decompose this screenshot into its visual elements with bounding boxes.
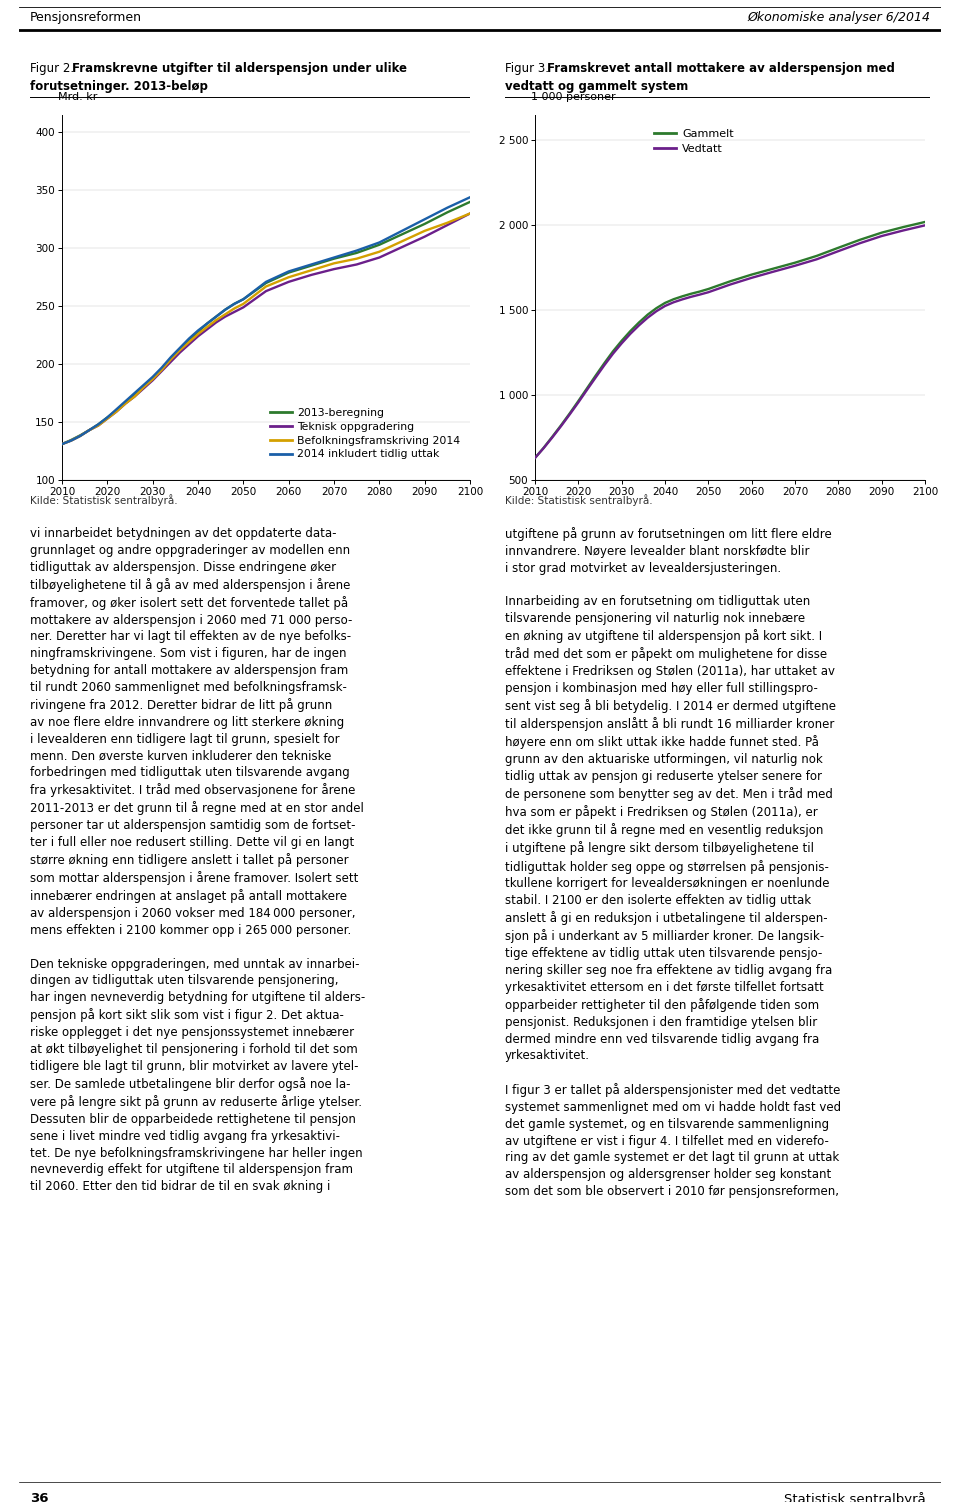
Text: Statistisk sentralbyrå.: Statistisk sentralbyrå. <box>784 1491 930 1502</box>
Text: Økonomiske analyser 6/2014: Økonomiske analyser 6/2014 <box>747 12 930 24</box>
Legend: Gammelt, Vedtatt: Gammelt, Vedtatt <box>650 125 738 158</box>
Text: vedtatt og gammelt system: vedtatt og gammelt system <box>505 80 688 93</box>
Text: utgiftene på grunn av forutsetningen om litt flere eldre
innvandrere. Nøyere lev: utgiftene på grunn av forutsetningen om … <box>505 527 841 1199</box>
Text: vi innarbeidet betydningen av det oppdaterte data-
grunnlaget og andre oppgrader: vi innarbeidet betydningen av det oppdat… <box>30 527 365 1193</box>
Text: forutsetninger. 2013-beløp: forutsetninger. 2013-beløp <box>30 80 208 93</box>
Text: Pensjonsreformen: Pensjonsreformen <box>30 12 142 24</box>
Text: Figur 2.: Figur 2. <box>30 62 78 75</box>
Text: 36: 36 <box>30 1491 49 1502</box>
Text: Framskrevne utgifter til alderspensjon under ulike: Framskrevne utgifter til alderspensjon u… <box>72 62 407 75</box>
Text: Mrd. kr: Mrd. kr <box>58 92 97 102</box>
Text: 1 000 personer: 1 000 personer <box>531 92 615 102</box>
Text: Figur 3.: Figur 3. <box>505 62 553 75</box>
Text: Kilde: Statistisk sentralbyrå.: Kilde: Statistisk sentralbyrå. <box>30 494 178 506</box>
Legend: 2013-beregning, Teknisk oppgradering, Befolkningsframskriving 2014, 2014 inklude: 2013-beregning, Teknisk oppgradering, Be… <box>266 404 465 464</box>
Text: Kilde: Statistisk sentralbyrå.: Kilde: Statistisk sentralbyrå. <box>505 494 653 506</box>
Text: Framskrevet antall mottakere av alderspensjon med: Framskrevet antall mottakere av alderspe… <box>547 62 895 75</box>
